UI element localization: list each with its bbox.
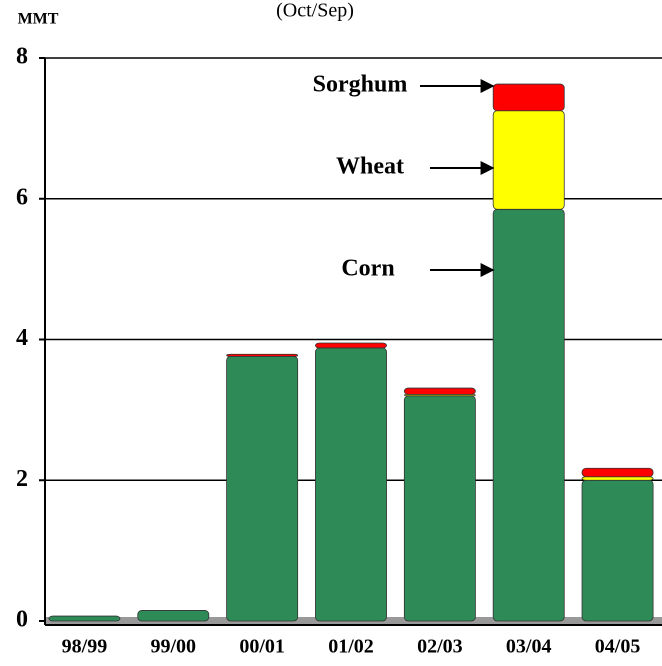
bar-segment	[315, 347, 387, 622]
bar-segment	[492, 83, 565, 112]
x-tick-label: 02/03	[417, 636, 463, 658]
bar-segment	[581, 479, 654, 622]
bar-segment	[403, 395, 476, 622]
chart-title: (Oct/Sep)	[276, 0, 354, 22]
annotation: Sorghum	[313, 72, 408, 98]
bar-segment	[48, 615, 121, 622]
y-tick-label: 2	[16, 466, 28, 492]
x-tick-label: 00/01	[239, 636, 285, 658]
bar-segment	[492, 110, 565, 210]
y-axis-label: MMT	[18, 11, 59, 28]
annotation: Corn	[341, 256, 394, 282]
bar-segment	[137, 610, 210, 622]
y-tick-label: 4	[16, 325, 28, 351]
x-tick-label: 03/04	[506, 636, 552, 658]
x-tick-label: 98/99	[62, 636, 108, 658]
annotation: Wheat	[336, 154, 404, 180]
y-tick-label: 6	[16, 184, 28, 210]
x-tick-label: 04/05	[595, 636, 641, 658]
bar-segment	[403, 387, 476, 395]
bar-segment	[315, 342, 387, 349]
y-tick-label: 0	[16, 607, 28, 633]
bar-segment	[226, 353, 299, 357]
bar-segment	[226, 355, 299, 622]
x-tick-label: 99/00	[151, 636, 197, 658]
y-tick-label: 8	[16, 44, 28, 70]
x-tick-label: 01/02	[328, 636, 374, 658]
bar-segment	[581, 476, 654, 481]
bar-segment	[492, 208, 565, 622]
bar-segment	[581, 467, 654, 478]
